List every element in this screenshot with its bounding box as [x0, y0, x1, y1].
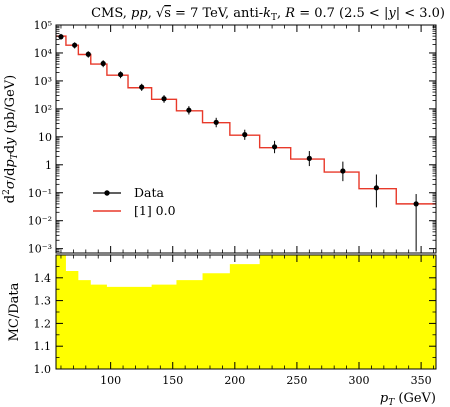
data-point: [186, 106, 192, 115]
main-plot-area: [56, 25, 436, 253]
main-y-tick-label: 10⁴: [34, 47, 53, 60]
main-y-tick-label: 10²: [34, 103, 52, 116]
data-marker: [340, 168, 346, 174]
main-panel: 10⁻³ 10⁻² 10⁻¹ 1 10 10² 10³ 10⁴ 10⁵ d2σ/dpTdy (p…: [2, 19, 437, 256]
data-point: [117, 71, 124, 79]
data-marker: [100, 60, 106, 67]
data-point: [373, 174, 379, 208]
data-point: [413, 194, 419, 252]
main-y-axis-label: d2σ/dpTdy (pb/GeV): [2, 75, 20, 203]
data-point: [58, 33, 64, 40]
legend-entry-data: Data: [93, 185, 164, 200]
x-tick-label: 300: [349, 374, 370, 387]
x-tick-label: 250: [286, 374, 307, 387]
x-tick-label: 100: [100, 374, 121, 387]
x-tick-label: 150: [162, 374, 183, 387]
data-marker: [72, 42, 78, 48]
data-point: [306, 151, 312, 167]
legend-entry-model: [1] 0.0: [93, 203, 176, 218]
data-point: [72, 42, 78, 49]
ratio-uncertainty-band: [56, 255, 436, 369]
data-marker: [213, 119, 219, 125]
data-point: [100, 60, 106, 68]
data-marker: [306, 155, 312, 161]
main-y-tick-label: 10³: [34, 75, 52, 88]
ratio-y-tick-label: 1.4: [34, 272, 52, 285]
ratio-band-layer: [56, 255, 436, 369]
main-y-tick-label: 10: [38, 131, 52, 144]
ratio-y-tick-label: 1.0: [34, 363, 52, 376]
legend-data-label: Data: [134, 185, 164, 200]
x-axis-label: pT (GeV): [380, 391, 436, 407]
ratio-ticks-layer: 1.0 1.1 1.2 1.3 1.4 100 150 200 250 300 350: [34, 255, 436, 387]
data-point: [271, 140, 278, 154]
main-series-layer: [56, 33, 436, 252]
main-y-tick-label: 10⁻²: [28, 215, 52, 228]
data-marker: [271, 144, 278, 150]
main-y-tick-label: 10⁻¹: [28, 187, 52, 200]
chart-title: CMS, pp, √s = 7 TeV, anti-kT, R = 0.7 (2…: [91, 6, 445, 23]
data-marker: [161, 96, 167, 102]
data-marker: [85, 51, 91, 57]
data-point: [85, 51, 91, 58]
main-ticks-layer: 10⁻³ 10⁻² 10⁻¹ 1 10 10² 10³ 10⁴ 10⁵: [28, 19, 436, 256]
legend-data-marker: [104, 190, 110, 196]
ratio-y-axis-label: MC/Data: [7, 282, 22, 341]
legend: Data [1] 0.0: [93, 185, 176, 218]
main-y-tick-label: 10⁻³: [28, 243, 52, 256]
ratio-y-tick-label: 1.3: [34, 295, 52, 308]
data-marker: [139, 84, 145, 90]
ratio-panel: 1.0 1.1 1.2 1.3 1.4 100 150 200 250 300 350 MC/Dat…: [7, 254, 437, 407]
main-frame: [55, 24, 437, 254]
data-marker: [186, 107, 192, 113]
data-point: [213, 117, 219, 128]
data-marker: [58, 34, 64, 40]
data-point: [340, 161, 346, 182]
ratio-y-tick-label: 1.1: [34, 340, 52, 353]
main-y-tick-label: 10⁵: [34, 19, 52, 32]
ratio-y-tick-label: 1.2: [34, 317, 52, 330]
data-marker: [373, 185, 379, 191]
x-tick-label: 200: [224, 374, 245, 387]
x-tick-label: 350: [411, 374, 432, 387]
data-marker: [413, 201, 419, 207]
main-y-tick-label: 1: [45, 159, 52, 172]
data-point: [242, 129, 248, 140]
data-marker: [242, 132, 248, 138]
data-marker: [117, 71, 124, 78]
data-point: [161, 95, 167, 103]
ratio-frame: [55, 254, 437, 370]
legend-model-label: [1] 0.0: [134, 203, 176, 218]
data-point: [139, 83, 145, 91]
